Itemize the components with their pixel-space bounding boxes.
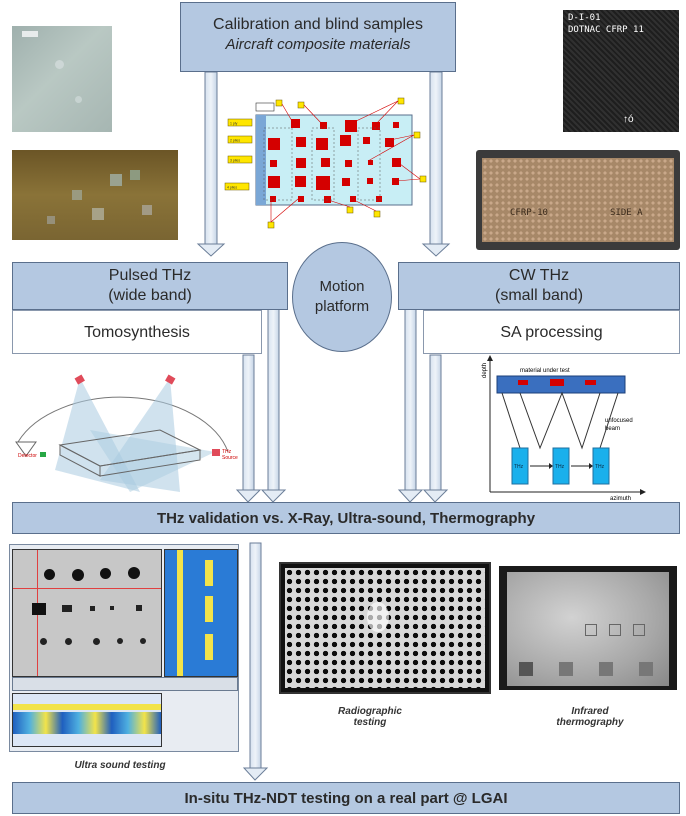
calibration-subtitle: Aircraft composite materials bbox=[225, 36, 411, 53]
validation-label: THz validation vs. X-Ray, Ultra-sound, T… bbox=[156, 510, 536, 527]
cw-thz-box: CW THz (small band) bbox=[398, 262, 680, 310]
sample-defect bbox=[72, 190, 82, 200]
arrow-validation-to-insitu bbox=[242, 542, 269, 781]
motion-platform: Motion platform bbox=[292, 242, 392, 352]
arrow-cw-to-validation-2 bbox=[422, 354, 449, 503]
tomosynthesis-label: Tomosynthesis bbox=[84, 324, 190, 341]
sample-defect bbox=[92, 208, 104, 220]
infrared-caption-2: thermography bbox=[556, 717, 624, 728]
sample-defect bbox=[142, 205, 152, 215]
radiographic-caption-2: testing bbox=[353, 717, 387, 728]
dotnac-photo: D-I-01 DOTNAC CFRP 11 ↑ó bbox=[563, 10, 679, 132]
sa-processing-box: SA processing bbox=[423, 310, 680, 354]
cfrp-photo: CFRP-10 SIDE A bbox=[476, 150, 680, 250]
sample-defect bbox=[47, 216, 55, 224]
validation-box: THz validation vs. X-Ray, Ultra-sound, T… bbox=[12, 502, 680, 534]
arrow-top-to-cw bbox=[421, 71, 451, 257]
cw-subtitle: (small band) bbox=[494, 287, 584, 304]
cw-title: CW THz bbox=[508, 267, 570, 284]
sa-processing-label: SA processing bbox=[500, 324, 603, 341]
dotnac-label-2: DOTNAC CFRP 11 bbox=[568, 25, 644, 35]
tomosynthesis-box: Tomosynthesis bbox=[12, 310, 262, 354]
dotnac-label-1: D-I-01 bbox=[568, 13, 601, 23]
insitu-label: In-situ THz-NDT testing on a real part @… bbox=[184, 790, 508, 807]
sample-photo-2 bbox=[12, 150, 178, 240]
calibration-box: Calibration and blind samples Aircraft c… bbox=[180, 2, 456, 72]
sample-defect bbox=[75, 96, 82, 103]
sample-photo-1 bbox=[12, 26, 112, 132]
motion-subtitle: platform bbox=[314, 298, 370, 315]
arrow-top-to-pulsed bbox=[196, 71, 226, 257]
radiographic-defect bbox=[367, 602, 389, 632]
infrared-image bbox=[499, 566, 677, 690]
side-label: SIDE A bbox=[610, 208, 643, 218]
honeycomb-panel: CFRP-10 SIDE A bbox=[482, 158, 674, 242]
radiographic-caption: Radiographic testing bbox=[300, 706, 440, 728]
calibration-title: Calibration and blind samples bbox=[213, 16, 423, 33]
marker-icon: ↑ó bbox=[623, 114, 634, 125]
ultrasound-caption: Ultra sound testing bbox=[74, 760, 166, 771]
arrow-pulsed-to-validation-1 bbox=[235, 354, 262, 503]
sample-tag bbox=[22, 31, 38, 37]
pulsed-thz-box: Pulsed THz (wide band) bbox=[12, 262, 288, 310]
bscan-horizontal bbox=[12, 693, 162, 747]
arrow-pulsed-to-validation-2 bbox=[260, 304, 287, 503]
cfrp-label: CFRP-10 bbox=[510, 208, 548, 218]
radiographic-image bbox=[279, 562, 491, 694]
radiographic-caption-1: Radiographic bbox=[338, 706, 402, 717]
insitu-box: In-situ THz-NDT testing on a real part @… bbox=[12, 782, 680, 814]
pulsed-title: Pulsed THz bbox=[108, 267, 192, 284]
pulsed-subtitle: (wide band) bbox=[108, 287, 192, 304]
motion-title: Motion bbox=[319, 278, 365, 295]
sample-defect bbox=[130, 170, 140, 180]
arrow-cw-to-validation-1 bbox=[397, 304, 424, 503]
sample-defect bbox=[110, 174, 122, 186]
bscan-vertical bbox=[164, 549, 238, 677]
infrared-caption-1: Infrared bbox=[571, 706, 609, 717]
ultrasound-image bbox=[9, 544, 239, 752]
scan-ruler bbox=[12, 677, 238, 691]
sample-defect bbox=[55, 60, 64, 69]
infrared-caption: Infrared thermography bbox=[520, 706, 660, 728]
